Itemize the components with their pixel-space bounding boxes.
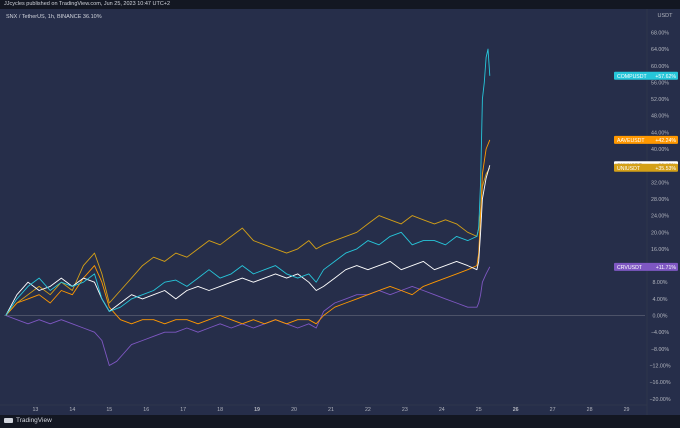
y-tick-label: 0.00% [652, 314, 667, 320]
x-tick-label: 16 [143, 407, 149, 413]
x-tick-label: 18 [217, 407, 223, 413]
y-tick-label: 40.00% [651, 147, 669, 153]
y-tick-label: 52.00% [651, 97, 669, 103]
y-tick-label: 64.00% [651, 47, 669, 53]
x-tick-label: 15 [106, 407, 112, 413]
x-tick-label: 21 [328, 407, 334, 413]
symbol-legend: SNX / TetherUS, 1h, BINANCE 36.10% [6, 14, 102, 20]
series-name: CRVUSDT [617, 265, 643, 271]
x-tick-label: 26 [513, 407, 519, 413]
footer-bar [0, 415, 680, 428]
y-tick-label: 16.00% [651, 247, 669, 253]
x-tick-label: 25 [476, 407, 482, 413]
y-tick-label: 60.00% [651, 64, 669, 70]
series-label-box [614, 163, 678, 172]
series-value: +35.53% [655, 166, 676, 172]
series-line-snxusdt [5, 165, 491, 316]
brand-label: TradingView [16, 417, 52, 424]
series-value: +57.62% [655, 74, 676, 80]
series-label-crvusdt: CRVUSDT +11.71% [614, 262, 678, 271]
series-value: +42.24% [655, 138, 676, 144]
y-tick-label: 48.00% [651, 114, 669, 120]
y-tick-label: 20.00% [651, 230, 669, 236]
tradingview-logo-icon [4, 418, 13, 423]
y-tick-label: 28.00% [651, 197, 669, 203]
x-tick-label: 20 [291, 407, 297, 413]
series-name: COMPUSDT [617, 74, 648, 80]
x-tick-label: 13 [32, 407, 38, 413]
series-label-box [614, 135, 678, 144]
y-tick-label: 68.00% [651, 30, 669, 36]
y-tick-label: 56.00% [651, 80, 669, 86]
series-label-compusdt: COMPUSDT +57.62% [614, 71, 678, 80]
series-label-box [614, 262, 678, 271]
series-name: UNIUSDT [617, 166, 641, 172]
x-tick-label: 23 [402, 407, 408, 413]
x-tick-label: 14 [69, 407, 75, 413]
series-value: +11.71% [656, 265, 677, 271]
x-tick-label: 17 [180, 407, 186, 413]
published-info: JJcycles published on TradingView.com, J… [4, 1, 171, 7]
y-tick-label: −8.00% [651, 347, 669, 353]
y-tick-label: −12.00% [649, 363, 670, 369]
y-tick-label: −4.00% [651, 330, 669, 336]
y-tick-label: −20.00% [649, 397, 670, 403]
y-tick-label: 24.00% [651, 214, 669, 220]
series-line-compusdt [5, 48, 491, 316]
tradingview-logo: TradingView [4, 417, 52, 424]
x-tick-label: 24 [439, 407, 445, 413]
x-tick-label: 19 [254, 407, 260, 413]
series-label-box [614, 71, 678, 80]
x-tick-label: 28 [587, 407, 593, 413]
y-tick-label: 44.00% [651, 130, 669, 136]
x-tick-label: 29 [624, 407, 630, 413]
x-tick-label: 27 [550, 407, 556, 413]
series-name: AAVEUSDT [617, 138, 645, 144]
chart-frame [0, 9, 680, 415]
y-tick-label: −16.00% [649, 380, 670, 386]
series-label-uniusdt: UNIUSDT +35.53% [614, 163, 678, 172]
series-line-uniusdt [5, 167, 491, 316]
y-unit-label: USDT [658, 13, 674, 19]
header-bar: JJcycles published on TradingView.com, J… [0, 0, 680, 9]
series-label-aaveusdt: AAVEUSDT +42.24% [614, 135, 678, 144]
y-tick-label: 4.00% [652, 297, 667, 303]
y-tick-label: 32.00% [651, 180, 669, 186]
series-line-aaveusdt [5, 139, 491, 325]
y-tick-label: 8.00% [652, 280, 667, 286]
x-tick-label: 22 [365, 407, 371, 413]
